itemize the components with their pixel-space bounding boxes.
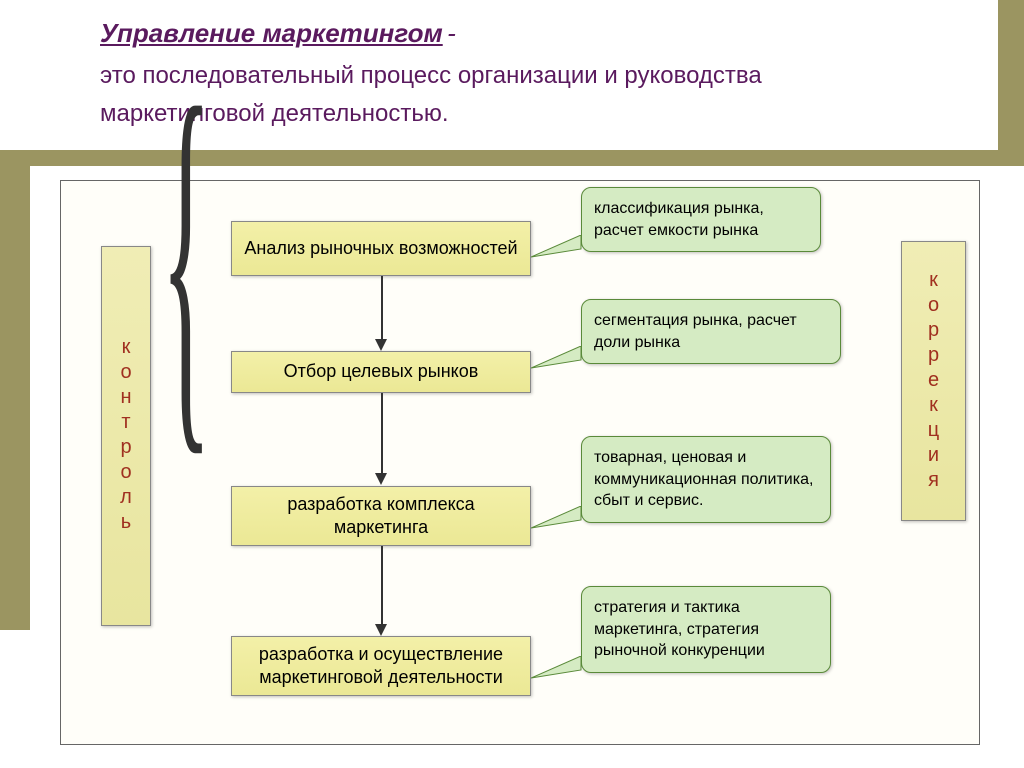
callout-1: классификация рынка, расчет емкости рынк…	[581, 187, 821, 252]
accent-bar-left	[0, 150, 30, 630]
callout-2-tail	[531, 346, 591, 376]
callout-2-label: сегментация рынка, расчет доли рынка	[594, 312, 797, 351]
step-3-label: разработка комплекса маркетинга	[240, 493, 522, 540]
callout-2: сегментация рынка, расчет доли рынка	[581, 299, 841, 364]
step-3: разработка комплекса маркетинга	[231, 486, 531, 546]
step-4-label: разработка и осуществление маркетинговой…	[240, 643, 522, 690]
step-4: разработка и осуществление маркетинговой…	[231, 636, 531, 696]
callout-3-label: товарная, ценовая и коммуникационная пол…	[594, 449, 813, 509]
callout-4-tail	[531, 656, 591, 686]
callout-4: стратегия и тактика маркетинга, стратеги…	[581, 586, 831, 673]
accent-bar-right	[998, 0, 1024, 166]
diagram-container: контроль коррекция { Анализ рыночных воз…	[60, 180, 980, 745]
header: Управление маркетингом - это последовате…	[100, 18, 920, 134]
side-label-correction-text: коррекция	[920, 269, 948, 494]
callout-1-tail	[531, 235, 591, 265]
page-title: Управление маркетингом	[100, 18, 443, 48]
callout-3-tail	[531, 506, 591, 536]
step-1: Анализ рыночных возможностей	[231, 221, 531, 276]
callout-3: товарная, ценовая и коммуникационная пол…	[581, 436, 831, 523]
accent-bar-top	[0, 150, 1024, 166]
side-label-control: контроль	[101, 246, 151, 626]
side-label-correction: коррекция	[901, 241, 966, 521]
title-dash: -	[447, 18, 456, 48]
step-2: Отбор целевых рынков	[231, 351, 531, 393]
step-2-label: Отбор целевых рынков	[284, 360, 479, 383]
callout-4-label: стратегия и тактика маркетинга, стратеги…	[594, 599, 765, 659]
step-1-label: Анализ рыночных возможностей	[244, 237, 517, 260]
brace-icon: {	[161, 46, 211, 466]
page-subtitle: это последовательный процесс организации…	[100, 57, 920, 134]
side-label-control-text: контроль	[112, 336, 140, 536]
callout-1-label: классификация рынка, расчет емкости рынк…	[594, 200, 764, 239]
